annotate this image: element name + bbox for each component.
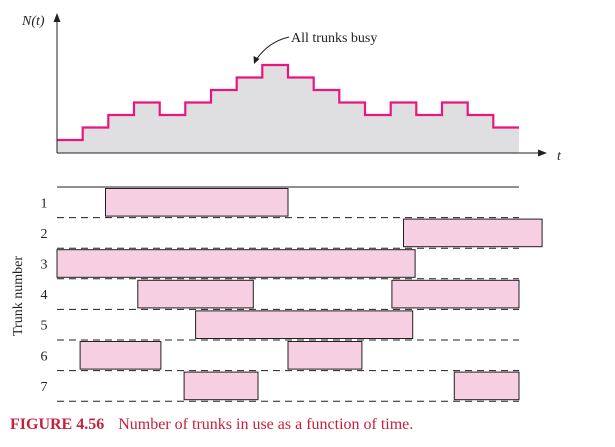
trunk-label-6: 6 [41,349,48,364]
annotation-leader [255,36,290,61]
trunk-row-2: 2 [41,218,543,248]
y-axis-label: N(t) [21,14,45,29]
trunk-label-2: 2 [41,227,48,242]
busy-interval-trunk-4-1 [137,279,254,309]
busy-interval-trunk-2-1 [403,218,543,248]
figure-label: FIGURE 4.56 [10,416,105,433]
trunk-label-3: 3 [41,258,48,273]
x-axis-label: t [557,149,562,164]
trunk-row-1: 1 [41,188,289,217]
busy-interval-trunk-7-1 [183,371,259,401]
trunk-chart: 1 2 3 4 5 6 7 [41,186,543,402]
annotation-arrow-icon [253,56,260,64]
trunk-label-1: 1 [41,196,48,211]
busy-interval-trunk-7-2 [453,371,520,401]
busy-interval-trunk-4-2 [391,279,520,309]
trunk-row-3: 3 [41,249,416,278]
figure-caption: FIGURE 4.56 Number of trunks in use as a … [10,416,610,434]
occupancy-step-line [57,63,519,142]
occupancy-plot: N(t) t All trunks busy [21,13,562,164]
figure-caption-text: Number of trunks in use as a function of… [118,416,414,433]
busy-interval-trunk-5-1 [195,310,414,339]
occupancy-area [57,65,519,153]
trunk-label-5: 5 [41,319,48,334]
trunk-axis-label: Trunk number [11,256,26,336]
trunk-label-4: 4 [41,288,48,303]
trunk-row-5: 5 [41,310,414,339]
busy-interval-trunk-6-2 [287,341,363,370]
busy-interval-trunk-3-1 [56,249,416,278]
busy-interval-trunk-6-1 [79,341,162,370]
x-axis-arrow-icon [538,149,547,157]
trunk-row-7: 7 [41,371,520,401]
trunk-row-4: 4 [41,279,520,309]
trunk-row-6: 6 [41,341,363,370]
y-axis-arrow-icon [53,13,61,22]
annotation-all-trunks-busy: All trunks busy [291,31,377,46]
trunk-label-7: 7 [41,380,48,395]
busy-interval-trunk-1-1 [105,188,289,217]
